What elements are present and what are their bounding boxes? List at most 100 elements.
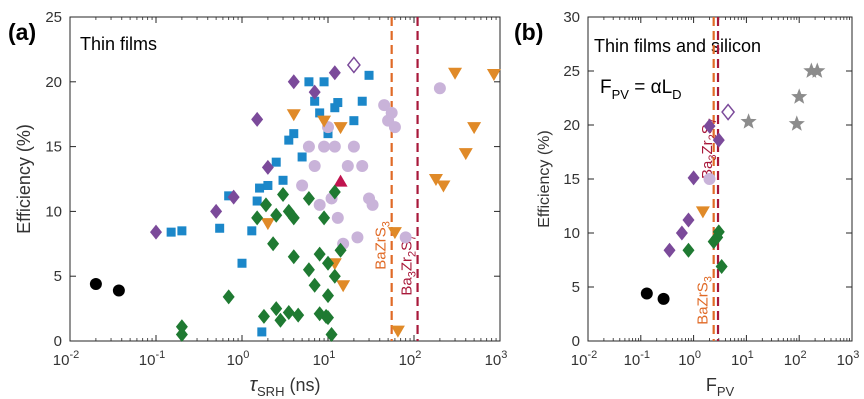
x-tick-label: 10-2 (571, 349, 597, 369)
y-tick-label: 15 (563, 171, 580, 188)
panel-label: (a) (8, 19, 36, 45)
data-point-square (349, 116, 359, 126)
data-point-diamond (712, 132, 725, 148)
data-point-diamond (675, 225, 688, 241)
data-point-diamond (322, 288, 334, 304)
reference-line-label: Ba3Zr2S7 (399, 235, 419, 296)
y-tick-label: 0 (572, 333, 580, 350)
data-point-diamond (210, 203, 223, 219)
data-point-star (740, 113, 757, 129)
data-point-diamond (687, 170, 700, 186)
data-point-triangle-down (390, 325, 405, 338)
data-point-diamond (277, 187, 290, 203)
data-point-circle (378, 99, 391, 112)
data-point-circle (89, 277, 102, 290)
data-point-circle (433, 82, 446, 95)
data-point-circle (318, 140, 331, 153)
data-point-circle (313, 198, 326, 211)
data-point-diamond (712, 224, 725, 240)
data-point-diamond (261, 159, 274, 175)
x-tick-label: 102 (399, 349, 422, 369)
data-point-triangle-down (458, 148, 473, 161)
data-point-diamond (259, 197, 272, 213)
data-point-triangle-down (448, 67, 463, 80)
data-point-triangle-down (317, 115, 332, 128)
data-point-circle (703, 173, 716, 185)
data-point-diamond (715, 258, 728, 274)
data-point-square (304, 77, 314, 87)
data-point-triangle-down (286, 109, 301, 122)
data-point-diamond (282, 304, 295, 320)
data-point-triangle-down (467, 122, 482, 135)
data-point-triangle-down (260, 218, 275, 231)
data-point-diamond (270, 207, 283, 223)
y-tick-label: 20 (563, 117, 580, 134)
data-point-square (177, 226, 187, 236)
data-point-circle (328, 140, 341, 153)
data-point-square (310, 96, 320, 106)
data-point-diamond (334, 242, 347, 258)
x-tick-label: 100 (227, 349, 250, 369)
y-tick-label: 10 (45, 203, 62, 220)
data-point-square (215, 223, 225, 233)
data-point-square (319, 77, 329, 87)
data-point-diamond-open (346, 56, 361, 74)
y-tick-label: 15 (45, 139, 62, 156)
reference-line-label: BaZrS3 (695, 276, 715, 325)
data-point-star (791, 88, 808, 104)
data-point-diamond (267, 236, 280, 252)
data-point-circle (347, 140, 360, 153)
x-axis-label: τSRH (ns) (250, 374, 321, 399)
x-tick-label: 101 (313, 349, 336, 369)
data-point-diamond (302, 262, 315, 278)
data-point-diamond (227, 189, 240, 205)
data-point-diamond (703, 118, 716, 134)
data-point-circle (296, 179, 309, 192)
data-point-diamond (150, 224, 162, 240)
data-point-circle (366, 198, 379, 211)
data-point-triangle-down (336, 280, 351, 293)
panel-title: Thin films (80, 34, 157, 54)
data-point-circle (356, 160, 369, 173)
y-tick-label: 10 (563, 225, 580, 242)
data-point-square (297, 152, 307, 162)
data-point-square (278, 175, 288, 185)
data-point-square (257, 327, 267, 337)
data-point-square (263, 180, 273, 190)
y-axis-label: Efficiency (%) (536, 130, 553, 228)
panel-label: (b) (514, 19, 543, 45)
data-point-diamond (175, 327, 188, 343)
data-point-diamond (682, 242, 695, 258)
x-tick-label: 10-2 (53, 349, 79, 369)
data-point-square (224, 191, 234, 201)
data-point-square (315, 108, 325, 118)
data-point-diamond (251, 111, 264, 127)
x-tick-label: 102 (784, 349, 807, 369)
data-point-diamond (322, 255, 334, 271)
data-point-square (333, 98, 343, 108)
data-point-diamond (222, 289, 235, 305)
panel-b: 10-2 10-1 100 101 102 103 0 5 10 15 20 25 30 (b) Thin … (514, 9, 859, 399)
data-point-triangle-down (387, 227, 402, 240)
data-point-circle (351, 231, 364, 244)
data-point-diamond (663, 242, 676, 258)
data-point-diamond (308, 84, 321, 100)
data-point-diamond (287, 74, 300, 90)
data-point-circle (399, 231, 412, 244)
data-point-square (271, 157, 281, 167)
y-tick-label: 25 (563, 63, 580, 80)
data-point-square (237, 258, 247, 268)
data-point-diamond (274, 312, 287, 328)
x-tick-label: 100 (678, 349, 701, 369)
data-point-circle (657, 292, 670, 305)
equation: FPV = αLD (600, 77, 682, 102)
x-tick-label: 101 (731, 349, 754, 369)
x-tick-label: 103 (837, 349, 860, 369)
panel-title: Thin films and silicon (594, 36, 761, 56)
data-point-diamond (682, 212, 695, 228)
data-point-star (803, 62, 820, 78)
y-tick-label: 0 (54, 333, 62, 350)
data-point-circle (112, 284, 125, 297)
y-axis-label: Efficiency (%) (14, 124, 34, 234)
